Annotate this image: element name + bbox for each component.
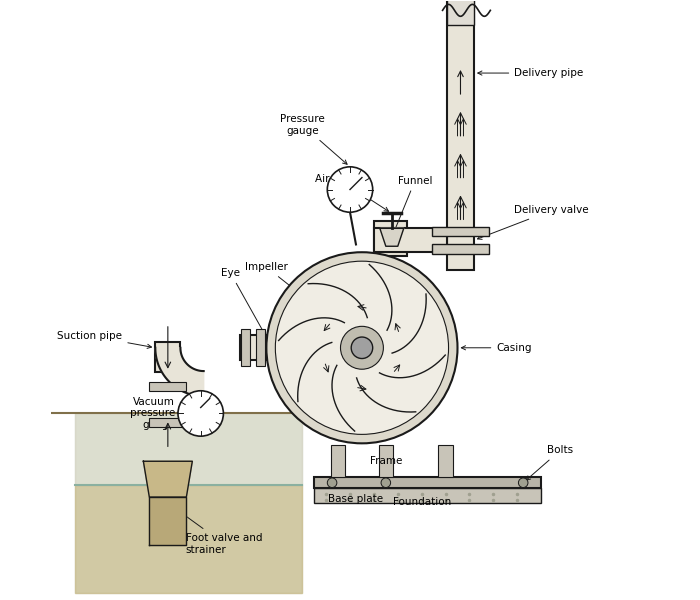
Text: Foot valve and
strainer: Foot valve and strainer [171, 505, 262, 554]
Bar [149, 418, 186, 427]
Circle shape [519, 478, 528, 488]
Text: Delivery pipe: Delivery pipe [478, 68, 584, 78]
Polygon shape [144, 461, 193, 497]
Bar [374, 229, 447, 252]
Bar [331, 445, 345, 478]
Circle shape [351, 337, 372, 359]
Bar [241, 329, 251, 366]
Bar [155, 342, 181, 371]
Bar [314, 478, 541, 488]
Text: Delivery valve: Delivery valve [477, 205, 589, 239]
Circle shape [267, 252, 458, 443]
Text: Foundation: Foundation [393, 497, 451, 507]
Text: Funnel: Funnel [393, 176, 433, 234]
Text: Base plate: Base plate [328, 494, 384, 504]
Circle shape [328, 478, 337, 488]
Circle shape [178, 391, 223, 436]
Bar [432, 227, 489, 236]
Bar [447, 0, 474, 270]
Circle shape [275, 261, 449, 434]
Bar [379, 445, 393, 478]
Circle shape [340, 326, 384, 369]
Bar [239, 335, 267, 361]
Text: Vacuum
pressure
gauge: Vacuum pressure gauge [130, 397, 175, 430]
Polygon shape [76, 413, 302, 593]
Circle shape [381, 478, 391, 488]
Text: Suction pipe: Suction pipe [57, 331, 151, 349]
Bar [256, 329, 265, 366]
Circle shape [328, 167, 372, 212]
Polygon shape [149, 497, 186, 545]
Bar [432, 244, 489, 254]
Bar [447, 0, 474, 25]
Text: Bolts: Bolts [526, 445, 573, 480]
Bar [374, 221, 407, 256]
Text: Pressure
gauge: Pressure gauge [280, 114, 347, 164]
Text: Eye: Eye [221, 268, 270, 344]
Text: Impeller: Impeller [245, 262, 335, 322]
Text: Frame: Frame [370, 456, 402, 466]
Text: Casing: Casing [461, 343, 532, 353]
Polygon shape [76, 413, 302, 485]
Polygon shape [76, 485, 302, 593]
Bar [438, 445, 453, 478]
Bar [314, 488, 541, 503]
Polygon shape [380, 229, 404, 246]
Polygon shape [155, 348, 204, 396]
Text: Air valve: Air valve [315, 173, 388, 211]
Bar [149, 382, 186, 391]
